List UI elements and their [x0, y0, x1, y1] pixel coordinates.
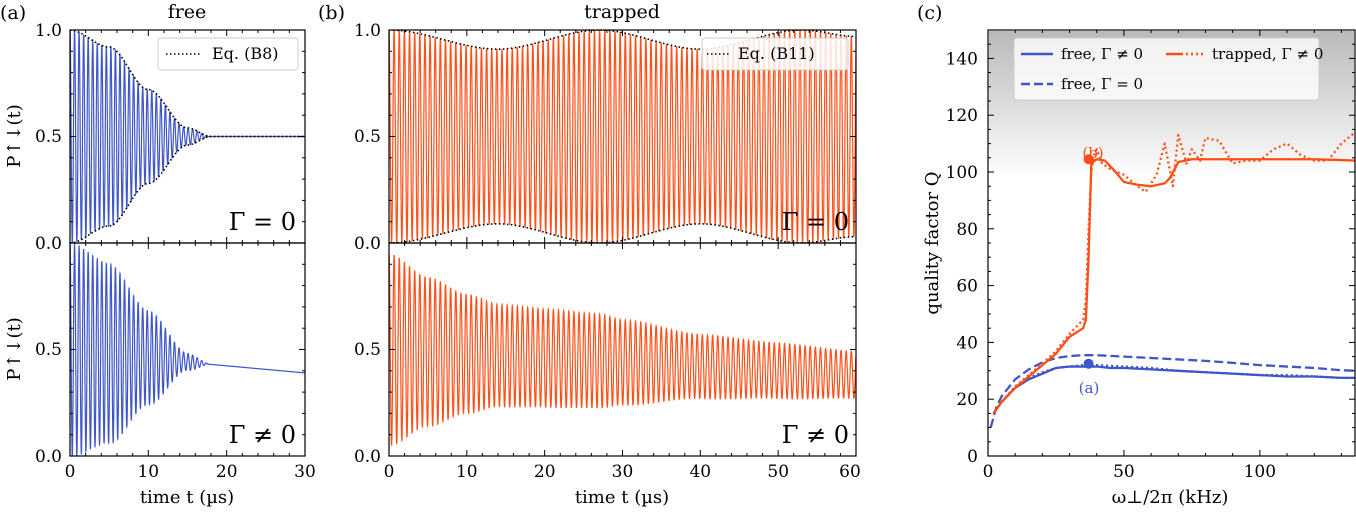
c-xtick-0: 0 — [983, 462, 994, 482]
panel-a-legend-label: Eq. (B8) — [212, 44, 279, 63]
b-gamma-top: Γ = 0 — [782, 208, 849, 236]
marker-a-point — [1083, 358, 1094, 369]
b-xtick-20: 20 — [534, 462, 556, 482]
panel-c-legend-box — [1013, 37, 1320, 101]
b-ytick-bottom-0.5: 0.5 — [354, 340, 381, 360]
b-ytick-top-1.0: 1.0 — [354, 21, 381, 41]
trapped-gamma-dotted-line — [992, 131, 1355, 415]
panel-c-legend: free, Γ ≠ 0 trapped, Γ ≠ 0 free, Γ = 0 — [1013, 37, 1323, 101]
legend-free-nogamma: free, Γ = 0 — [1061, 75, 1143, 93]
a-gamma-top: Γ = 0 — [229, 208, 296, 236]
b-xtick-0: 0 — [384, 462, 395, 482]
c-ytick-100: 100 — [946, 163, 978, 183]
c-ytick-120: 120 — [946, 106, 978, 126]
a-ytick-bottom-0.5: 0.5 — [35, 340, 62, 360]
a-xtick-30: 30 — [294, 462, 316, 482]
panel-c-letter: (c) — [917, 2, 942, 24]
panel-a-legend: Eq. (B8) — [157, 37, 299, 71]
marker-a-label: (a) — [1079, 379, 1100, 397]
free-gamma-solid-line — [992, 365, 1355, 415]
panel-c-data — [989, 131, 1355, 428]
marker-b-label: (b) — [1082, 144, 1103, 162]
b-ytick-top-0.0: 0.0 — [354, 234, 381, 254]
panel-a-letter: (a) — [0, 2, 26, 24]
a-ytick-top-0.5: 0.5 — [35, 127, 62, 147]
c-ytick-140: 140 — [946, 49, 978, 69]
panel-b-legend: Eq. (B11) — [701, 37, 849, 71]
b-xtick-30: 30 — [612, 462, 634, 482]
a-xtick-20: 20 — [216, 462, 238, 482]
a-ytick-top-0.0: 0.0 — [35, 234, 62, 254]
panel-a-legend-box — [157, 37, 299, 71]
a-bottom-oscillation — [70, 243, 305, 456]
panel-b-title: trapped — [584, 1, 660, 23]
c-ytick-40: 40 — [956, 333, 978, 353]
legend-trapped-gamma: trapped, Γ ≠ 0 — [1212, 45, 1323, 63]
b-xtick-60: 60 — [839, 462, 861, 482]
c-ytick-80: 80 — [956, 220, 978, 240]
marker-b-point — [1083, 154, 1094, 165]
panel-b-letter: (b) — [318, 2, 345, 24]
c-ytick-20: 20 — [956, 390, 978, 410]
c-ytick-60: 60 — [956, 277, 978, 297]
b-xtick-40: 40 — [689, 462, 711, 482]
free-nogamma-dashed-line — [989, 354, 1355, 428]
panel-a-title: free — [168, 1, 207, 23]
panel-b-bottom-data — [389, 253, 856, 446]
legend-free-gamma: free, Γ ≠ 0 — [1061, 45, 1143, 63]
c-xtick-50: 50 — [1113, 462, 1135, 482]
a-ytick-bottom-0.0: 0.0 — [35, 447, 62, 467]
b-ytick-top-0.5: 0.5 — [354, 127, 381, 147]
b-xtick-10: 10 — [456, 462, 478, 482]
a-xlabel: time t (µs) — [140, 487, 234, 508]
panel-a-top-data — [70, 30, 305, 243]
b-bottom-oscillation — [389, 253, 856, 446]
panel-a-bottom-data — [70, 243, 305, 456]
a-xtick-10: 10 — [137, 462, 159, 482]
b-xlabel: time t (µs) — [575, 487, 669, 508]
b-ytick-bottom-0.0: 0.0 — [354, 447, 381, 467]
trapped-gamma-solid-line — [992, 158, 1355, 415]
c-xlabel: ω⊥/2π (kHz) — [1112, 487, 1229, 508]
c-ytick-0: 0 — [967, 447, 978, 467]
tick-marks — [69, 29, 1355, 457]
b-xtick-50: 50 — [767, 462, 789, 482]
a-top-oscillation-envelope-upper — [70, 30, 305, 138]
panel-b-legend-label: Eq. (B11) — [738, 44, 815, 63]
a-ylabel-bottom: P↑↓(t) — [4, 317, 25, 381]
panel-b-top-data — [389, 30, 856, 243]
c-ylabel: quality factor Q — [922, 171, 943, 314]
panel-c-markers — [1083, 154, 1094, 369]
a-xtick-0: 0 — [65, 462, 76, 482]
a-ylabel-top: P↑↓(t) — [4, 104, 25, 168]
panel-b-legend-box — [701, 37, 849, 71]
a-gamma-bottom: Γ ≠ 0 — [229, 421, 296, 449]
a-ytick-top-1.0: 1.0 — [35, 21, 62, 41]
b-top-oscillation — [389, 30, 856, 243]
c-xtick-100: 100 — [1244, 462, 1276, 482]
b-gamma-bottom: Γ ≠ 0 — [782, 421, 849, 449]
